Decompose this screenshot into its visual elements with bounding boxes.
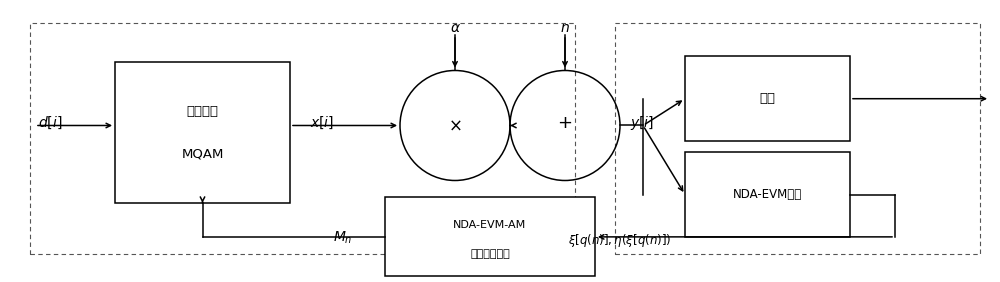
Text: MQAM: MQAM (181, 147, 224, 160)
Text: $y[i]$: $y[i]$ (630, 114, 654, 132)
Text: 发送星座: 发送星座 (186, 105, 218, 118)
Bar (385, 197, 595, 276)
Bar (685, 56, 850, 141)
Bar (115, 62, 290, 203)
Text: 解调: 解调 (760, 92, 776, 105)
Text: $+$: $+$ (557, 114, 573, 132)
Text: $\times$: $\times$ (448, 116, 462, 135)
Text: $\xi[q(n)],\eta(\xi[q(n)])$: $\xi[q(n)],\eta(\xi[q(n)])$ (568, 232, 672, 249)
Text: $n$: $n$ (560, 21, 570, 35)
Text: 调制阶数选择: 调制阶数选择 (470, 249, 510, 259)
Text: $d[i]$: $d[i]$ (38, 114, 62, 131)
Bar (615, 23, 980, 254)
Text: NDA-EVM计算: NDA-EVM计算 (733, 188, 802, 201)
Bar (685, 152, 850, 237)
Bar (30, 23, 575, 254)
Text: $\alpha$: $\alpha$ (450, 21, 460, 35)
Text: $x[i]$: $x[i]$ (310, 114, 334, 131)
Text: $M_n$: $M_n$ (333, 229, 352, 246)
Text: NDA-EVM-AM: NDA-EVM-AM (453, 220, 527, 230)
